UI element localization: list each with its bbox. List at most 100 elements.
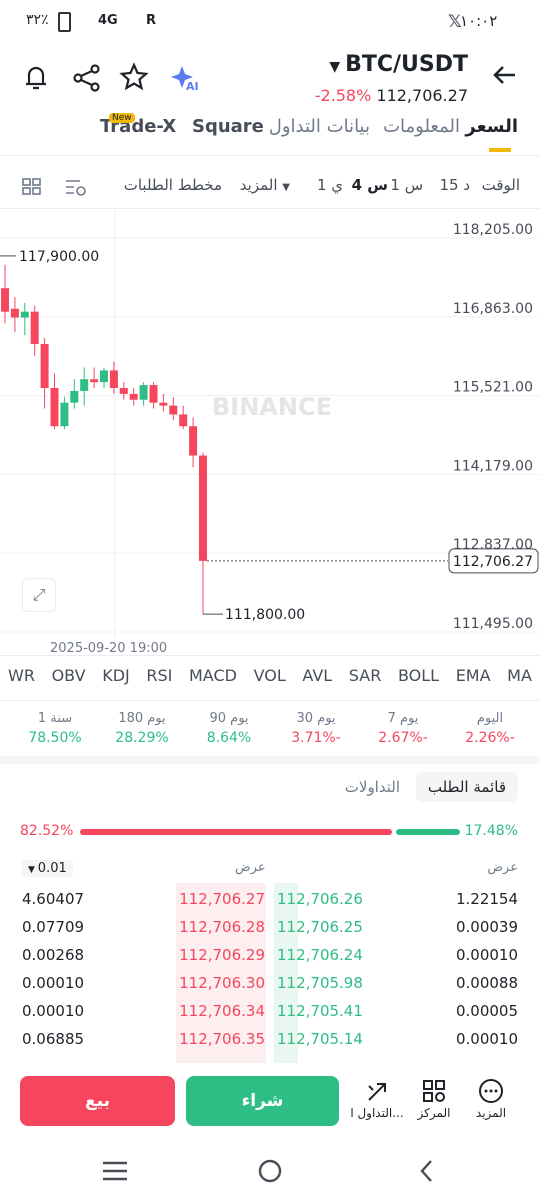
bid-price: 112,706.26 xyxy=(277,890,363,908)
bid-amount: 0.00039 xyxy=(455,918,518,936)
last-price: 112,706.27 xyxy=(376,86,468,105)
ask-amount: 0.07709 xyxy=(22,918,85,936)
candle-body xyxy=(139,385,148,400)
bid-price: 112,706.25 xyxy=(277,918,363,936)
tab-trading-data[interactable]: بيانات التداول xyxy=(268,116,370,137)
trades-tab[interactable]: التداولات xyxy=(344,778,400,796)
ask-amount: 4.60407 xyxy=(22,890,85,908)
more-intervals[interactable]: المزيد ▼ xyxy=(239,176,290,194)
return: -3.71% xyxy=(291,730,341,746)
buy-button[interactable]: شراء xyxy=(186,1076,339,1126)
candle-body xyxy=(90,379,99,383)
indicator[interactable]: OBV xyxy=(51,666,86,685)
bid-amount: 0.00088 xyxy=(455,974,518,992)
candle-body xyxy=(50,388,59,427)
ask-amount: 0.00268 xyxy=(22,946,85,964)
candle-body xyxy=(159,402,168,406)
candle-body xyxy=(149,385,158,403)
back-button[interactable] xyxy=(490,60,520,90)
tab-info[interactable]: المعلومات xyxy=(383,116,460,137)
trade-action[interactable]: التداول ا... xyxy=(350,1106,404,1120)
y-tick-label: 111,495.00 xyxy=(453,616,533,632)
orderbook-row: 0.00088 112,705.98 112,706.30 0.00010 xyxy=(0,970,540,998)
sell-button[interactable]: بيع xyxy=(20,1076,175,1126)
buy-ratio-bar xyxy=(395,829,460,835)
watermark: BINANCE xyxy=(212,393,332,421)
bid-amount: 1.22154 xyxy=(455,890,518,908)
sell-ratio-bar xyxy=(80,829,392,835)
divider xyxy=(0,155,540,156)
indicator[interactable]: SAR xyxy=(348,666,382,685)
performance-item: 90 يوم 8.64% xyxy=(189,711,269,746)
last-price-box xyxy=(448,548,539,574)
header-icons[interactable]: AI xyxy=(20,62,220,94)
svg-text:AI: AI xyxy=(186,80,199,93)
candle-body xyxy=(100,370,108,383)
candle-body xyxy=(169,405,178,415)
pair-text: BTC/USDT xyxy=(345,52,468,77)
interval-active[interactable]: 4 س xyxy=(351,176,388,194)
change: -2.58% xyxy=(314,86,372,105)
candle-body xyxy=(1,288,9,312)
time-label[interactable]: الوقت xyxy=(481,176,520,194)
period: 7 يوم xyxy=(387,711,419,726)
depth-chart[interactable]: مخطط الطلبات xyxy=(123,176,222,194)
bid-price: 112,706.24 xyxy=(277,946,363,964)
performance-item: اليوم -2.26% xyxy=(450,711,530,746)
period: اليوم xyxy=(476,711,504,726)
tab-price[interactable]: السعر xyxy=(465,116,518,137)
tab-square[interactable]: Square xyxy=(192,116,264,137)
ask-depth xyxy=(176,883,266,1063)
bid-depth xyxy=(274,883,298,1063)
interval[interactable]: 1 س xyxy=(390,176,423,194)
toolbar-icons[interactable] xyxy=(20,176,90,198)
y-tick-label: 118,205.00 xyxy=(453,222,533,238)
orderbook-tab[interactable]: قائمة الطلب xyxy=(415,772,518,802)
pair-name[interactable]: ▼ BTC/USDT xyxy=(329,52,468,77)
time-label: 2025-09-20 19:00 xyxy=(50,641,167,655)
interval[interactable]: 15 د xyxy=(439,176,470,194)
sell-ratio: 82.52% xyxy=(20,823,74,839)
last-price-label: 112,706.27 xyxy=(453,554,533,570)
indicator[interactable]: KDJ xyxy=(102,666,130,685)
indicator[interactable]: EMA xyxy=(455,666,491,685)
performance-item: 7 يوم -2.67% xyxy=(363,711,443,746)
carrier: R xyxy=(146,13,157,28)
orderbook-row: 0.00010 112,705.14 112,706.35 0.06885 xyxy=(0,1026,540,1054)
ask-price: 112,706.27 xyxy=(179,890,265,908)
low-label: 111,800.00 xyxy=(225,607,305,623)
more-action[interactable]: المزيد xyxy=(475,1106,507,1120)
fullscreen-button[interactable]: ⤢ xyxy=(22,578,56,612)
ratio-bar xyxy=(80,829,460,835)
indicator[interactable]: MA xyxy=(507,666,532,685)
interval[interactable]: 1 ي xyxy=(316,176,343,194)
bid-price: 112,705.41 xyxy=(277,1002,363,1020)
bid-header: عرض xyxy=(487,860,518,875)
position-action[interactable]: المركز xyxy=(417,1106,451,1120)
period: 1 سنة xyxy=(37,711,73,726)
candle-body xyxy=(10,308,19,318)
indicator[interactable]: MACD xyxy=(189,666,237,685)
ask-header: عرض xyxy=(235,860,266,875)
divider xyxy=(0,700,540,701)
ask-amount: 0.00010 xyxy=(22,974,85,992)
ask-price: 112,706.35 xyxy=(179,1030,265,1048)
indicator[interactable]: WR xyxy=(8,666,35,685)
bid-price: 112,705.98 xyxy=(277,974,363,992)
period: 90 يوم xyxy=(209,711,249,726)
candle-body xyxy=(119,388,128,394)
precision-select[interactable]: ▼ 0.01 xyxy=(22,860,73,877)
bid-amount: 0.00005 xyxy=(455,1002,518,1020)
return: -2.67% xyxy=(378,730,428,746)
indicator[interactable]: BOLL xyxy=(397,666,440,685)
performance-item: 180 يوم 28.29% xyxy=(102,711,182,746)
indicator[interactable]: AVL xyxy=(302,666,333,685)
buy-ratio: 17.48% xyxy=(464,823,518,839)
ask-amount: 0.00010 xyxy=(22,1002,85,1020)
indicator[interactable]: VOL xyxy=(253,666,286,685)
orderbook-row: 0.00039 112,706.25 112,706.28 0.07709 xyxy=(0,914,540,942)
ask-price: 112,706.29 xyxy=(179,946,265,964)
ask-price: 112,706.30 xyxy=(179,974,265,992)
bid-price: 112,705.14 xyxy=(277,1030,363,1048)
indicator[interactable]: RSI xyxy=(146,666,173,685)
